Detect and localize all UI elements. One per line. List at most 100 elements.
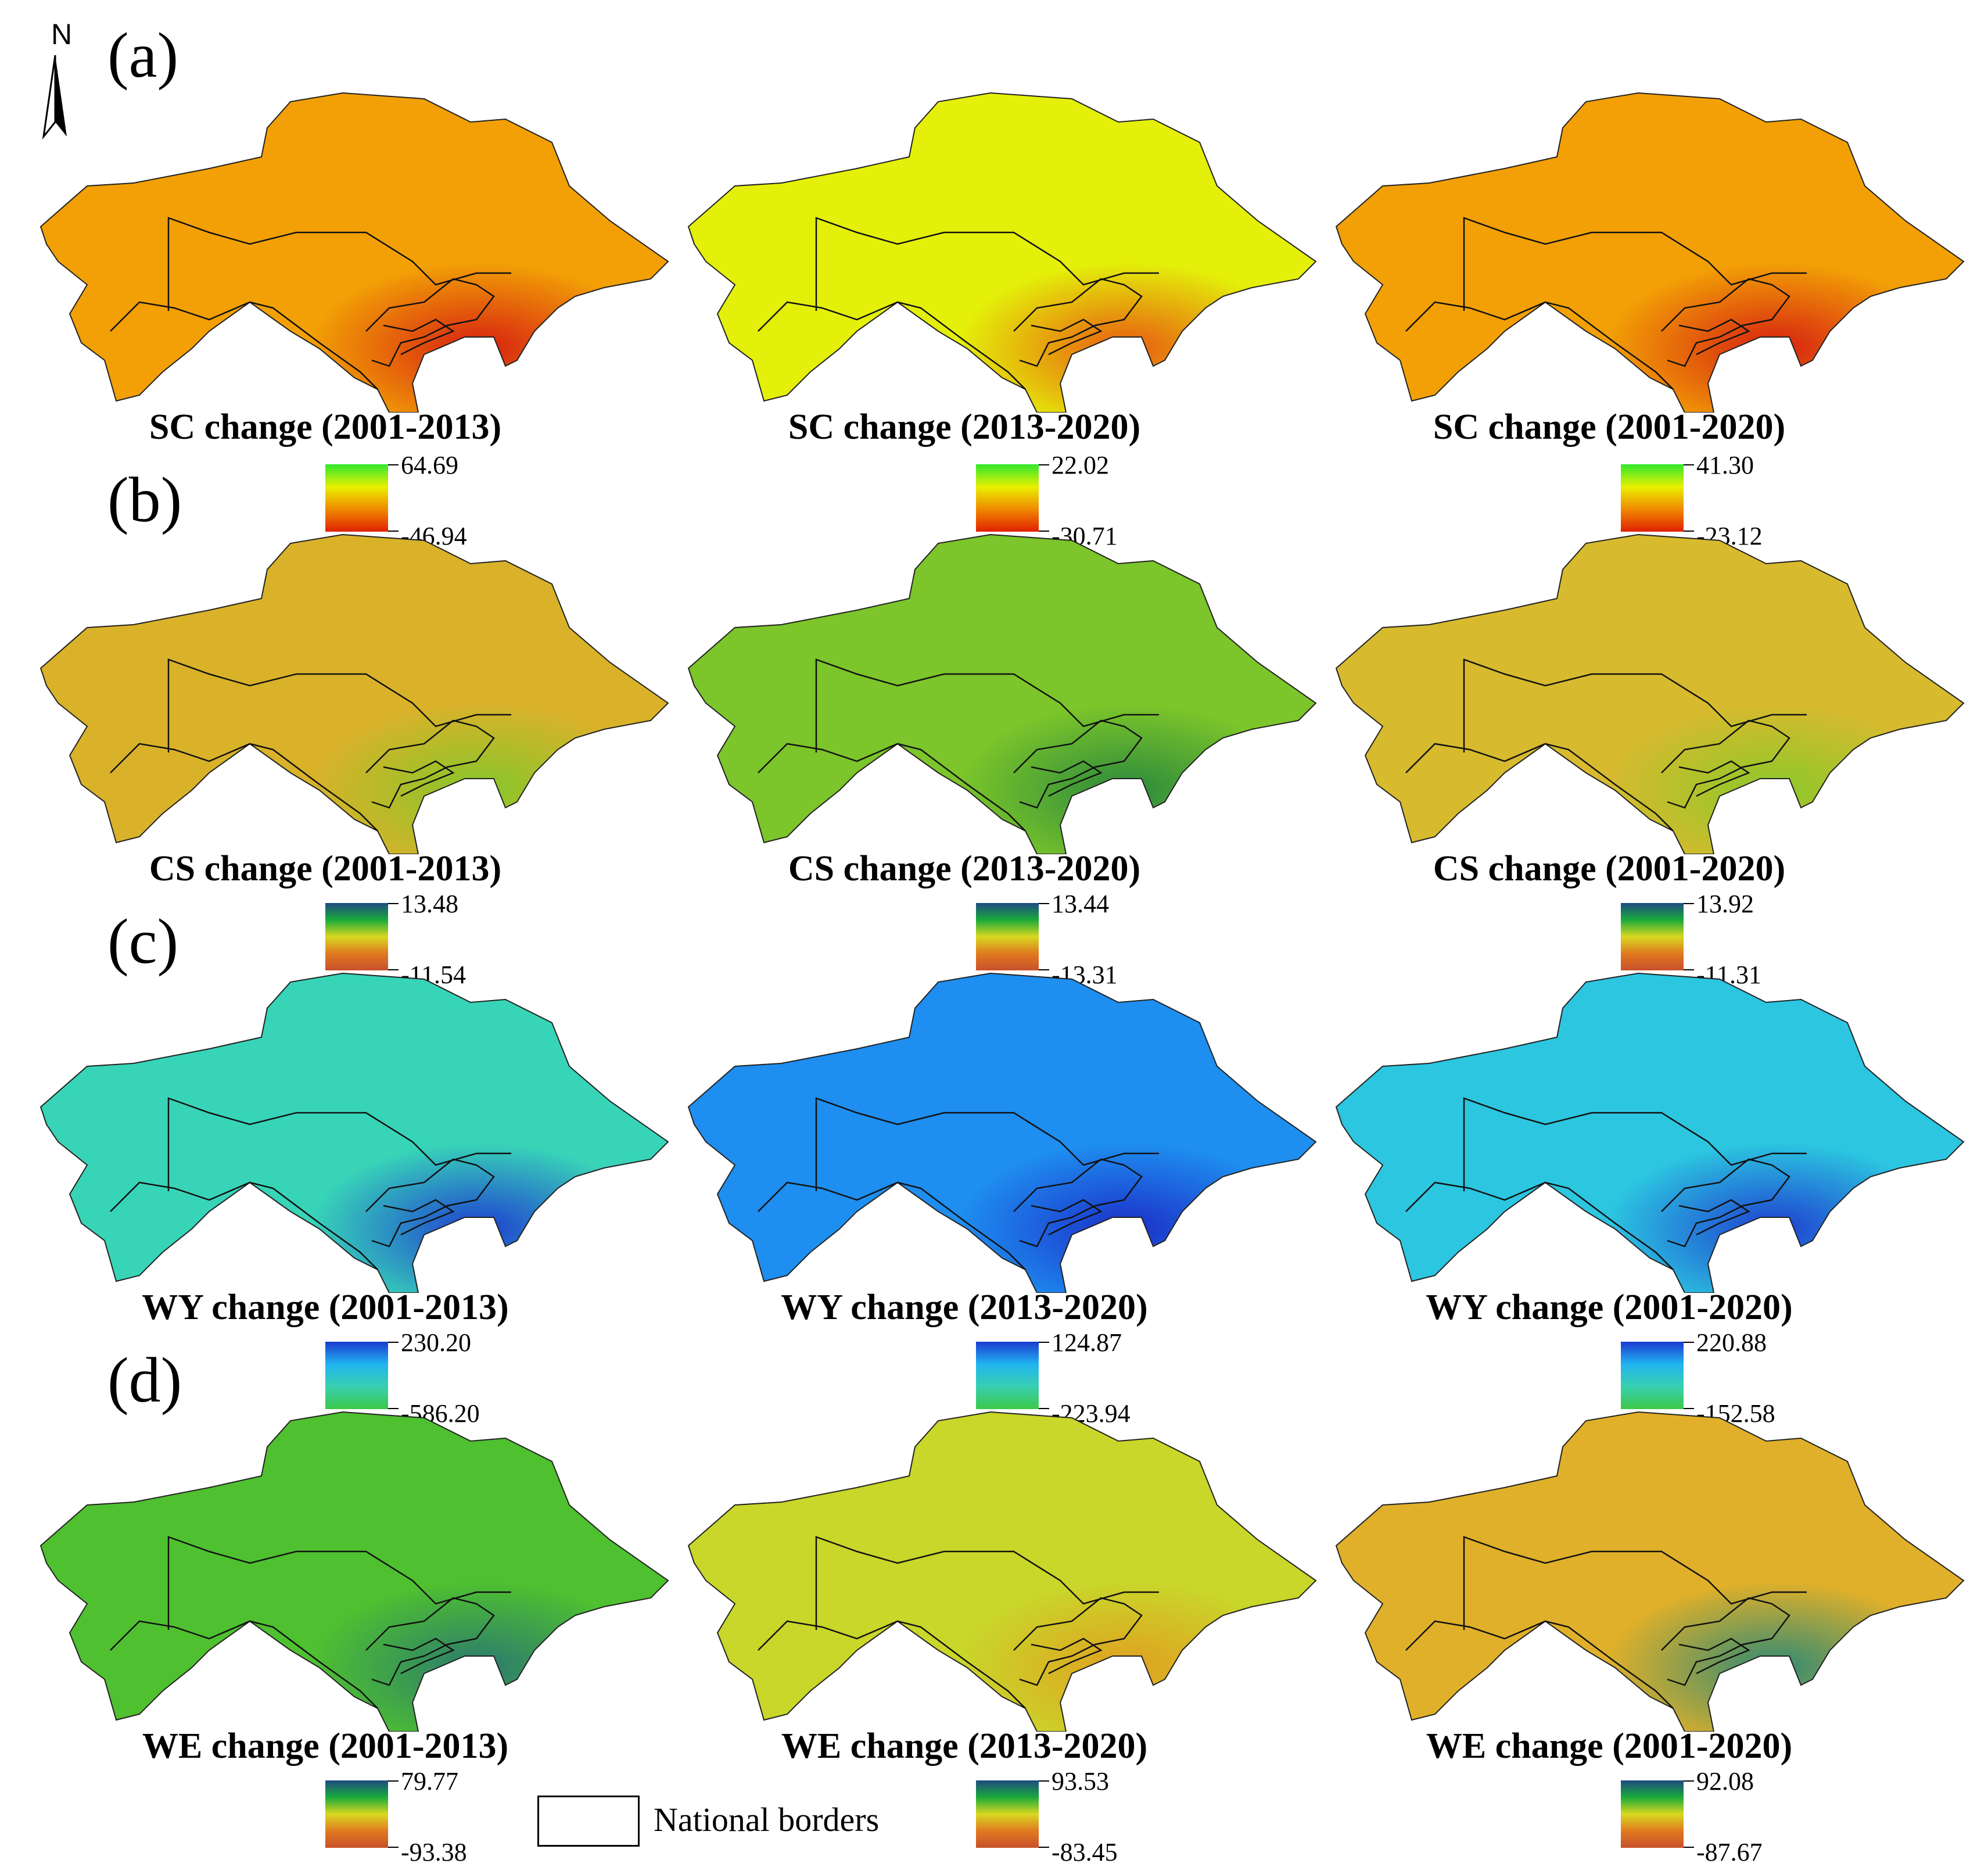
color-ramp-legend: 92.08 -87.67 [1621,1767,1795,1866]
region-fill [1335,92,1965,413]
row-label: (d) [107,1345,182,1416]
color-ramp [1621,903,1684,970]
color-ramp [976,1342,1039,1409]
region-fill [40,533,669,854]
map-image [687,1411,1317,1732]
national-border-line [1031,1637,1103,1675]
map-image [40,972,669,1293]
map-panel [17,529,680,854]
map-image [687,972,1317,1293]
national-border-line [1678,1637,1750,1675]
legend-max: 124.87 [1052,1328,1122,1357]
map-image [1335,533,1965,854]
map-image [1335,972,1965,1293]
map-image [1335,92,1965,413]
color-ramp [325,903,388,970]
north-label: N [51,18,73,51]
national-border-line [1031,1199,1103,1236]
national-border-line [1661,1597,1790,1686]
map-panel [1313,967,1975,1293]
legend-max: 230.20 [401,1328,471,1357]
map-panel [665,87,1327,413]
legend-max: 41.30 [1696,451,1754,479]
national-border-line [383,760,455,797]
panel-title: SC change (2001-2020) [1433,407,1786,447]
region-fill [687,92,1317,413]
legend-min: -87.67 [1696,1838,1763,1866]
national-border-line [1031,760,1103,797]
map-image [687,92,1317,413]
panel-title: WE change (2001-2013) [142,1726,509,1766]
panel-title: WE change (2001-2020) [1426,1726,1793,1766]
national-border-line [383,1199,455,1236]
national-border-line [1405,301,1674,390]
national-border-line [365,1597,495,1686]
color-ramp-legend: 93.53 -83.45 [976,1767,1150,1866]
map-panel [17,87,680,413]
color-ramp-legend: 13.44 -13.31 [976,890,1150,989]
color-ramp-legend: 64.69 -46.94 [325,451,500,550]
map-panel [1313,529,1975,854]
legend-max: 64.69 [401,451,458,479]
region-fill [1335,1411,1965,1732]
national-border-line [365,719,495,809]
national-border-line [1678,1199,1750,1236]
national-border-line [1405,1181,1674,1270]
national-border-line [758,743,1026,832]
panel-title: CS change (2013-2020) [788,849,1141,888]
national-border-line [758,1620,1026,1709]
panel-title: SC change (2001-2013) [149,407,502,447]
color-ramp [1621,1342,1684,1409]
national-border-line [1013,278,1143,367]
color-ramp [325,464,388,532]
color-ramp-legend: 13.92 -11.31 [1621,890,1795,989]
national-border-line [1405,743,1674,832]
color-ramp [976,903,1039,970]
national-border-line [1031,318,1103,356]
legend-min: -93.38 [401,1838,467,1866]
national-border-line [758,301,1026,390]
national-borders-swatch [537,1796,640,1847]
national-border-line [1678,318,1750,356]
legend-max: 13.48 [401,890,458,918]
national-border-line [1661,1158,1790,1248]
panel-title: CS change (2001-2013) [149,849,502,888]
panel-title: WE change (2013-2020) [781,1726,1148,1766]
region-fill [40,1411,669,1732]
color-ramp [1621,464,1684,532]
map-panel [665,967,1327,1293]
map-image [40,1411,669,1732]
legend-max: 13.92 [1696,890,1754,918]
color-ramp [1621,1780,1684,1848]
north-arrow-icon [42,55,67,140]
legend-max: 22.02 [1052,451,1109,479]
national-border-line [1678,760,1750,797]
color-ramp [976,1780,1039,1848]
region-fill [687,972,1317,1293]
national-border-line [1013,1158,1143,1248]
color-ramp [976,464,1039,532]
national-border-line [110,1181,378,1270]
map-panel [665,1406,1327,1732]
row-label: (b) [107,464,182,535]
national-border-line [1661,719,1790,809]
national-border-line [1013,1597,1143,1686]
national-border-line [1013,719,1143,809]
panel-title: SC change (2013-2020) [788,407,1141,447]
legend-min: -83.45 [1052,1838,1118,1866]
region-fill [1335,533,1965,854]
national-border-line [110,1620,378,1709]
color-ramp-legend: 79.77 -93.38 [325,1767,500,1866]
national-border-line [1661,278,1790,367]
national-border-line [365,1158,495,1248]
national-border-line [110,301,378,390]
panel-title: CS change (2001-2020) [1433,849,1786,888]
region-fill [1335,972,1965,1293]
row-label: (c) [107,906,179,977]
color-ramp-legend: 41.30 -23.12 [1621,451,1795,550]
legend-max: 93.53 [1052,1767,1109,1796]
region-fill [687,1411,1317,1732]
region-fill [40,972,669,1293]
map-panel [1313,1406,1975,1732]
